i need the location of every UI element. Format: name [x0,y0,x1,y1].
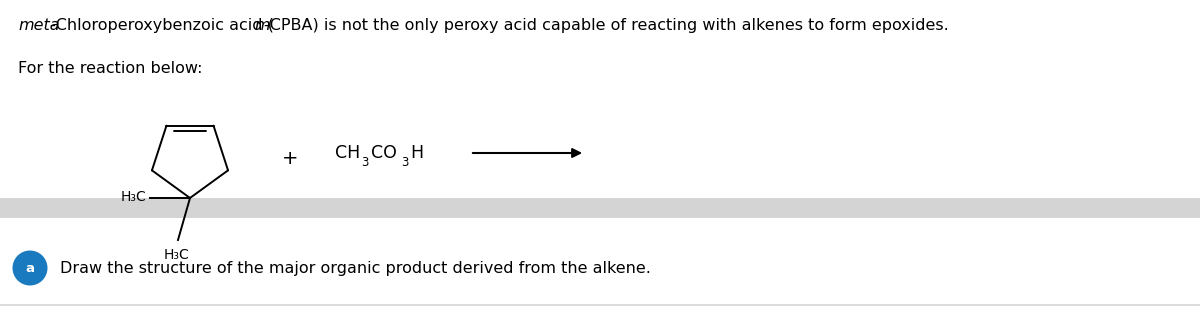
Text: CH: CH [335,144,360,162]
Circle shape [12,251,48,286]
Bar [0,198,1200,218]
Text: 3: 3 [401,157,408,170]
Text: -CPBA) is not the only peroxy acid capable of reacting with alkenes to form epox: -CPBA) is not the only peroxy acid capab… [264,18,949,33]
Text: Draw the structure of the major organic product derived from the alkene.: Draw the structure of the major organic … [60,261,650,276]
Text: For the reaction below:: For the reaction below: [18,61,203,76]
Text: +: + [282,149,299,168]
Text: a: a [25,262,35,275]
Text: H: H [410,144,424,162]
Text: H₃C: H₃C [120,190,146,204]
Text: m: m [254,18,270,33]
Text: CO: CO [371,144,396,162]
Text: meta: meta [18,18,60,33]
Text: H₃C: H₃C [164,248,190,262]
Text: 3: 3 [361,157,368,170]
Text: -Chloroperoxybenzoic acid (: -Chloroperoxybenzoic acid ( [49,18,274,33]
